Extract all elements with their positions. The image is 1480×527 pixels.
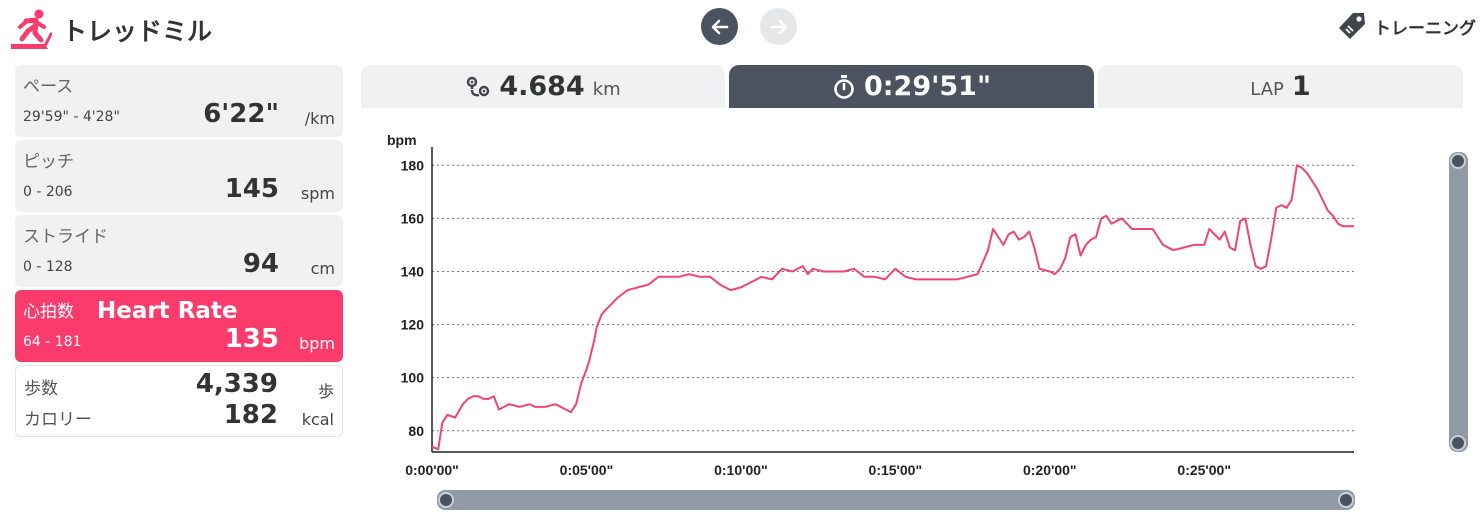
metric-heart-rate[interactable]: 心拍数 Heart Rate 64 - 181 135 bpm — [15, 290, 343, 362]
metric-unit: bpm — [299, 334, 335, 353]
distance-unit: km — [592, 79, 621, 100]
metric-unit: /km — [304, 109, 335, 128]
tab-distance[interactable]: 4.684 km — [361, 65, 725, 108]
previous-button[interactable] — [701, 8, 738, 45]
distance-value: 4.684 — [499, 71, 585, 102]
x-tick-label: 0:10'00" — [714, 462, 768, 478]
metric-label: ピッチ — [23, 152, 74, 172]
route-icon — [467, 76, 490, 96]
y-tick-label: 100 — [401, 370, 425, 386]
metric-unit: cm — [310, 259, 335, 278]
metric-range: 0 - 206 — [23, 184, 73, 200]
metric-range: 0 - 128 — [23, 259, 73, 275]
horizontal-range-scrollbar[interactable] — [437, 490, 1355, 510]
tab-time[interactable]: 0:29'51" — [729, 65, 1094, 108]
page-title: トレッドミル — [62, 17, 213, 46]
metric-pace[interactable]: ペース 29'59" - 4'28" 6'22" /km — [15, 65, 343, 137]
metric-value: 94 — [242, 249, 279, 279]
metric-value: 145 — [224, 174, 279, 204]
vertical-range-scrollbar[interactable] — [1449, 152, 1468, 452]
y-tick-label: 80 — [408, 423, 424, 439]
metric-title: Heart Rate — [97, 298, 238, 324]
training-label: トレーニング — [1374, 18, 1476, 39]
x-tick-label: 0:00'00" — [405, 462, 459, 478]
scroll-handle-right[interactable] — [1338, 492, 1354, 508]
tab-lap[interactable]: LAP 1 — [1098, 65, 1463, 108]
scroll-handle-top[interactable] — [1450, 153, 1466, 169]
y-tick-label: 180 — [401, 157, 425, 173]
x-tick-label: 0:25'00" — [1177, 462, 1231, 478]
steps-label: 歩数 — [24, 379, 58, 399]
scroll-handle-bottom[interactable] — [1450, 435, 1466, 451]
app-header: トレッドミル トレーニング — [0, 0, 1480, 58]
metrics-sidebar: ペース 29'59" - 4'28" 6'22" /km ピッチ 0 - 206… — [15, 65, 343, 437]
metric-range: 29'59" - 4'28" — [23, 109, 120, 125]
steps-value: 4,339 — [195, 369, 278, 399]
summary-card: 歩数 4,339 歩 カロリー 182 kcal — [15, 365, 343, 437]
x-tick-label: 0:20'00" — [1023, 462, 1077, 478]
scroll-handle-left[interactable] — [438, 492, 454, 508]
metric-stride[interactable]: ストライド 0 - 128 94 cm — [15, 215, 343, 287]
y-tick-label: 160 — [401, 210, 425, 226]
treadmill-runner-icon — [11, 9, 52, 49]
arrow-right-icon — [770, 19, 787, 34]
arrow-left-icon — [711, 19, 728, 34]
x-tick-label: 0:05'00" — [560, 462, 614, 478]
x-tick-label: 0:15'00" — [869, 462, 923, 478]
stopwatch-icon — [834, 74, 854, 99]
training-link[interactable]: トレーニング — [1336, 10, 1476, 42]
heart-rate-chart: bpm 180 160 140 120 100 80 0:00'00" 0:05'00" 0:1… — [387, 132, 1354, 478]
metric-unit: spm — [300, 184, 335, 203]
lap-value: 1 — [1291, 71, 1311, 102]
next-button[interactable] — [760, 8, 797, 45]
y-axis-label: bpm — [387, 132, 417, 148]
calories-label: カロリー — [24, 410, 92, 430]
calories-value: 182 — [223, 400, 278, 430]
metric-range: 64 - 181 — [23, 334, 82, 350]
metric-label: ペース — [23, 77, 74, 97]
metric-pitch[interactable]: ピッチ 0 - 206 145 spm — [15, 140, 343, 212]
metric-value: 135 — [224, 324, 279, 354]
steps-unit: 歩 — [317, 382, 334, 401]
calories-unit: kcal — [301, 410, 334, 429]
lap-label: LAP — [1250, 79, 1284, 100]
metric-label: 心拍数 — [23, 302, 74, 322]
y-tick-label: 120 — [401, 317, 425, 333]
tag-icon — [1339, 13, 1365, 39]
heart-rate-series-line — [431, 164, 1354, 451]
time-value: 0:29'51" — [863, 71, 992, 102]
y-tick-label: 140 — [401, 263, 425, 279]
metric-value: 6'22" — [203, 99, 279, 129]
metric-label: ストライド — [23, 227, 108, 247]
